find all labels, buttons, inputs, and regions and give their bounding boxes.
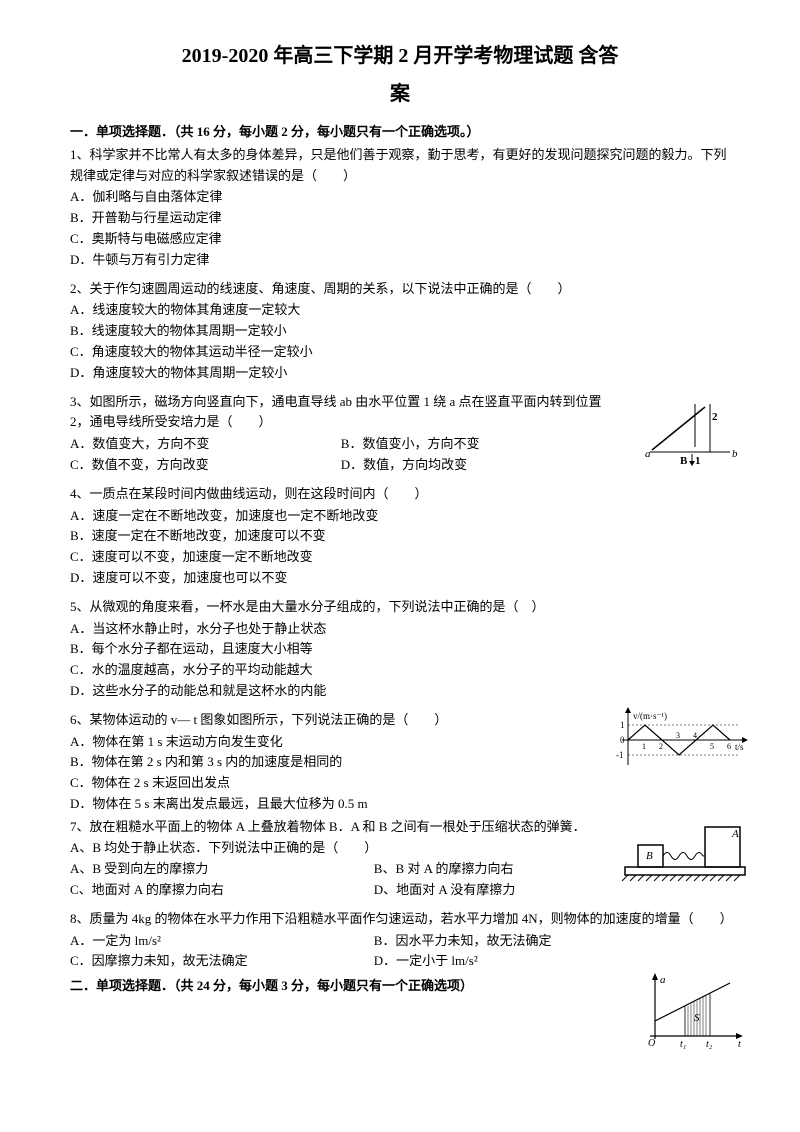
fig6-x5: 5 (710, 742, 714, 751)
section-2: 二．单项选择题．（共 24 分，每小题 3 分，每小题只有一个正确选项） a S… (70, 976, 730, 997)
q2-opt-c: C．角速度较大的物体其运动半径一定较小 (70, 342, 387, 363)
fig6-y1: 1 (620, 720, 625, 730)
q3-opt-b: B．数值变小，方向不变 (341, 434, 480, 455)
fig3-b: b (732, 448, 738, 460)
q7-opt-b: B、B 对 A 的摩擦力向右 (374, 859, 514, 880)
q3-opt-a: A．数值变大，方向不变 (70, 434, 321, 455)
q2-opt-a: A．线速度较大的物体其角速度一定较大 (70, 300, 387, 321)
page-title: 2019-2020 年高三下学期 2 月开学考物理试题 含答 (70, 40, 730, 72)
fig7-A: A (731, 828, 739, 840)
fig7-B: B (646, 850, 653, 862)
q2-opt-b: B．线速度较大的物体其周期一定较小 (70, 321, 387, 342)
q7-opt-a: A、B 受到向左的摩擦力 (70, 859, 354, 880)
question-7: 7、放在粗糙水平面上的物体 A 上叠放着物体 B．A 和 B 之间有一根处于压缩… (70, 817, 730, 901)
q4-opt-a: A．速度一定在不断地改变，加速度也一定不断地改变 (70, 506, 730, 527)
question-5: 5、从微观的角度来看，一杯水是由大量水分子组成的，下列说法中正确的是（ ） A．… (70, 597, 730, 702)
page-subtitle: 案 (70, 78, 730, 110)
fig6-x6: 6 (727, 742, 731, 751)
fig3-1: 1 (695, 455, 701, 467)
fig3-2: 2 (712, 411, 718, 423)
q6-opt-d: D．物体在 5 s 末离出发点最远，且最大位移为 0.5 m (70, 794, 730, 815)
question-2: 2、关于作匀速圆周运动的线速度、角速度、周期的关系，以下说法中正确的是（ ） A… (70, 279, 730, 384)
question-6: 6、某物体运动的 v— t 图象如图所示，下列说法正确的是（ ） A．物体在第 … (70, 710, 730, 815)
q8-opt-d: D．一定小于 lm/s² (374, 951, 478, 972)
q8-text: 8、质量为 4kg 的物体在水平力作用下沿粗糙水平面作匀速运动，若水平力增加 4… (70, 909, 730, 930)
question-1: 1、科学家并不比常人有太多的身体差异，只是他们善于观察，勤于思考，有更好的发现问… (70, 145, 730, 271)
fig9-t1: t₁ (680, 1039, 686, 1050)
q7-figure: A B (620, 817, 750, 887)
q1-text: 1、科学家并不比常人有太多的身体差异，只是他们善于观察，勤于思考，有更好的发现问… (70, 145, 730, 187)
fig9-t2: t₂ (706, 1039, 713, 1050)
q1-opt-b: B．开普勒与行星运动定律 (70, 208, 387, 229)
q4-opt-b: B．速度一定在不断地改变，加速度可以不变 (70, 526, 730, 547)
q4-opt-c: C．速度可以不变，加速度一定不断地改变 (70, 547, 730, 568)
q5-text: 5、从微观的角度来看，一杯水是由大量水分子组成的，下列说法中正确的是（ ） (70, 597, 730, 618)
q3-figure: a b B 1 2 (640, 402, 740, 472)
q4-opt-d: D．速度可以不变，加速度也可以不变 (70, 568, 730, 589)
q3-text: 3、如图所示，磁场方向竖直向下，通电直导线 ab 由水平位置 1 绕 a 点在竖… (70, 392, 730, 434)
q5-opt-c: C．水的温度越高，水分子的平均动能越大 (70, 660, 730, 681)
fig3-a: a (645, 448, 651, 460)
fig9-s: S (694, 1012, 700, 1024)
section-2-header: 二．单项选择题．（共 24 分，每小题 3 分，每小题只有一个正确选项） (70, 976, 730, 997)
fig3-B: B (680, 455, 688, 467)
q7-opt-c: C、地面对 A 的摩擦力向右 (70, 880, 354, 901)
fig6-y0: 0 (620, 735, 625, 745)
fig6-x3: 3 (676, 731, 680, 740)
q2-opt-d: D．角速度较大的物体其周期一定较小 (70, 363, 387, 384)
fig6-x1: 1 (642, 742, 646, 751)
q3-opt-c: C．数值不变，方向改变 (70, 455, 321, 476)
q3-opt-d: D．数值，方向均改变 (341, 455, 467, 476)
fig6-x2: 2 (659, 742, 663, 751)
q6-opt-c: C．物体在 2 s 末返回出发点 (70, 773, 730, 794)
q9-figure: a S O t₁ t₂ t (640, 971, 750, 1051)
q5-opt-d: D．这些水分子的动能总和就是这杯水的内能 (70, 681, 730, 702)
fig6-ym1: -1 (616, 750, 624, 760)
fig6-xlabel: t/s (735, 742, 744, 752)
question-3: 3、如图所示，磁场方向竖直向下，通电直导线 ab 由水平位置 1 绕 a 点在竖… (70, 392, 730, 476)
fig9-O: O (648, 1038, 655, 1049)
fig6-ylabel: v/(m·s⁻¹) (633, 711, 667, 721)
q2-text: 2、关于作匀速圆周运动的线速度、角速度、周期的关系，以下说法中正确的是（ ） (70, 279, 730, 300)
q1-opt-d: D．牛顿与万有引力定律 (70, 250, 387, 271)
fig9-a: a (660, 974, 666, 986)
q8-opt-c: C．因摩擦力未知，故无法确定 (70, 951, 354, 972)
fig9-t: t (738, 1039, 741, 1050)
q4-text: 4、一质点在某段时间内做曲线运动，则在这段时间内（ ） (70, 484, 730, 505)
q5-opt-a: A．当这杯水静止时，水分子也处于静止状态 (70, 619, 730, 640)
q8-opt-b: B．因水平力未知，故无法确定 (374, 931, 552, 952)
q1-opt-c: C．奥斯特与电磁感应定律 (70, 229, 387, 250)
q6-figure: v/(m·s⁻¹) 1 0 -1 1 2 3 4 5 6 t/s (610, 705, 750, 775)
q5-opt-b: B．每个水分子都在运动，且速度大小相等 (70, 639, 730, 660)
section-1-header: 一．单项选择题．（共 16 分，每小题 2 分，每小题只有一个正确选项。） (70, 122, 730, 143)
question-4: 4、一质点在某段时间内做曲线运动，则在这段时间内（ ） A．速度一定在不断地改变… (70, 484, 730, 589)
q8-opt-a: A．一定为 lm/s² (70, 931, 354, 952)
question-8: 8、质量为 4kg 的物体在水平力作用下沿粗糙水平面作匀速运动，若水平力增加 4… (70, 909, 730, 972)
q7-opt-d: D、地面对 A 没有摩擦力 (374, 880, 516, 901)
fig6-x4: 4 (693, 731, 697, 740)
q1-opt-a: A．伽利略与自由落体定律 (70, 187, 387, 208)
